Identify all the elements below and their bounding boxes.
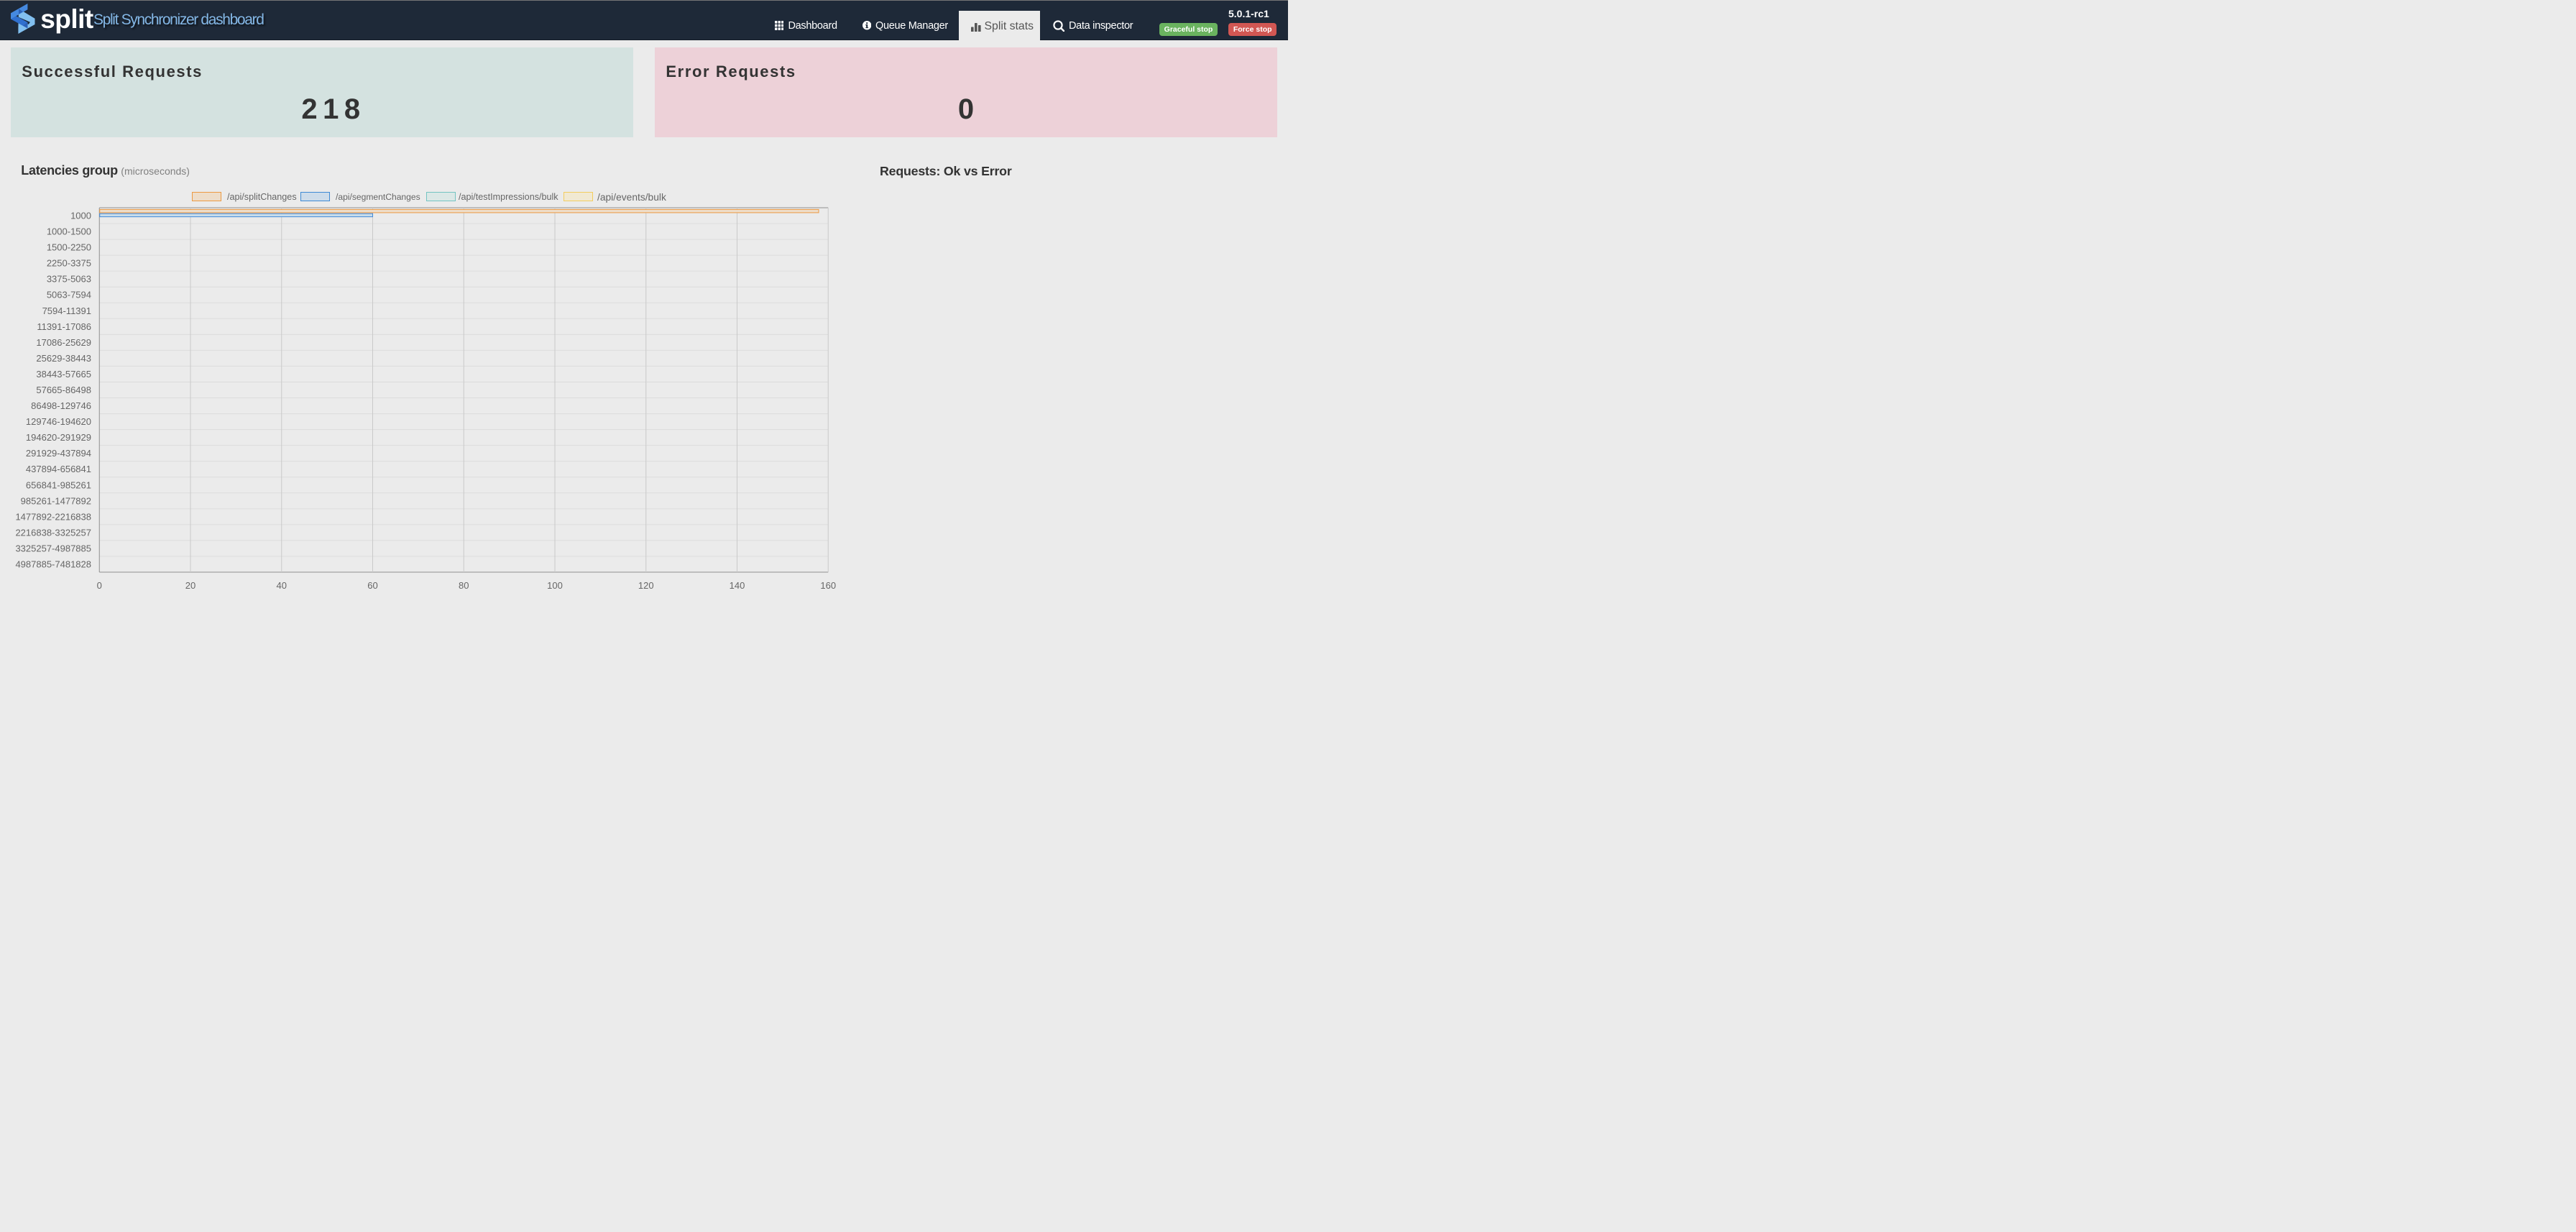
svg-text:57665-86498: 57665-86498 — [36, 385, 91, 395]
svg-text:2216838-3325257: 2216838-3325257 — [15, 527, 91, 538]
svg-text:20: 20 — [185, 580, 196, 591]
svg-text:129746-194620: 129746-194620 — [26, 416, 91, 427]
svg-text:194620-291929: 194620-291929 — [26, 432, 91, 443]
svg-text:80: 80 — [459, 580, 469, 591]
svg-text:3375-5063: 3375-5063 — [47, 274, 91, 285]
svg-text:656841-985261: 656841-985261 — [26, 479, 91, 490]
svg-text:160: 160 — [820, 580, 836, 591]
svg-text:1500-2250: 1500-2250 — [47, 242, 91, 253]
svg-text:38443-57665: 38443-57665 — [36, 369, 91, 380]
svg-text:1000-1500: 1000-1500 — [47, 226, 91, 237]
svg-text:40: 40 — [277, 580, 287, 591]
svg-text:1477892-2216838: 1477892-2216838 — [15, 511, 91, 522]
svg-text:2250-3375: 2250-3375 — [47, 258, 91, 269]
svg-text:291929-437894: 291929-437894 — [26, 448, 91, 459]
svg-text:4987885-7481828: 4987885-7481828 — [15, 558, 91, 569]
svg-text:86498-129746: 86498-129746 — [31, 400, 91, 411]
svg-text:5063-7594: 5063-7594 — [47, 290, 91, 300]
svg-text:17086-25629: 17086-25629 — [36, 337, 91, 348]
svg-text:0: 0 — [97, 580, 102, 591]
svg-text:985261-1477892: 985261-1477892 — [21, 495, 91, 506]
svg-text:120: 120 — [638, 580, 654, 591]
svg-text:3325257-4987885: 3325257-4987885 — [15, 543, 91, 553]
svg-text:25629-38443: 25629-38443 — [36, 353, 91, 364]
svg-text:437894-656841: 437894-656841 — [26, 464, 91, 474]
svg-text:7594-11391: 7594-11391 — [42, 305, 91, 316]
svg-text:60: 60 — [367, 580, 377, 591]
svg-text:1000: 1000 — [70, 211, 91, 221]
svg-text:11391-17086: 11391-17086 — [37, 321, 91, 332]
svg-text:140: 140 — [730, 580, 745, 591]
svg-text:100: 100 — [547, 580, 563, 591]
